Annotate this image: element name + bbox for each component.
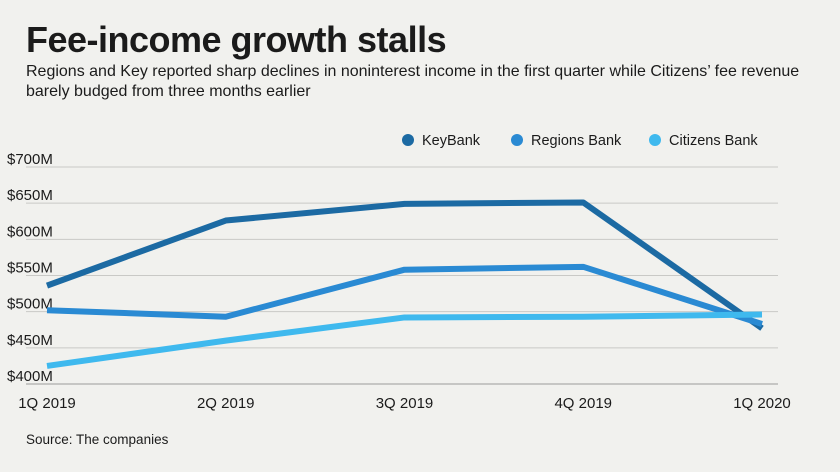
x-tick-label: 1Q 2019 bbox=[18, 395, 76, 412]
y-tick-label: $650M bbox=[7, 187, 53, 204]
series-line-regions-bank bbox=[46, 263, 763, 327]
legend-swatch bbox=[511, 134, 523, 146]
legend-swatch bbox=[402, 134, 414, 146]
legend-label: Regions Bank bbox=[531, 133, 622, 149]
y-tick-label: $550M bbox=[7, 260, 53, 277]
y-tick-label: $500M bbox=[7, 296, 53, 313]
x-tick-label: 1Q 2020 bbox=[733, 395, 791, 412]
series-line-citizens-bank bbox=[46, 311, 763, 369]
x-tick-label: 4Q 2019 bbox=[554, 395, 612, 412]
legend-label: Citizens Bank bbox=[669, 133, 758, 149]
y-tick-label: $450M bbox=[7, 332, 53, 349]
legend-label: KeyBank bbox=[422, 133, 481, 149]
y-tick-label: $600M bbox=[7, 223, 53, 240]
y-tick-label: $700M bbox=[7, 151, 53, 168]
x-tick-label: 2Q 2019 bbox=[197, 395, 255, 412]
chart-title: Fee-income growth stalls bbox=[26, 19, 447, 60]
series-line-keybank bbox=[45, 199, 764, 331]
legend-swatch bbox=[649, 134, 661, 146]
source-note: Source: The companies bbox=[26, 432, 169, 447]
x-tick-label: 3Q 2019 bbox=[376, 395, 434, 412]
chart-subtitle: Regions and Key reported sharp declines … bbox=[26, 63, 800, 100]
y-tick-label: $400M bbox=[7, 368, 53, 385]
